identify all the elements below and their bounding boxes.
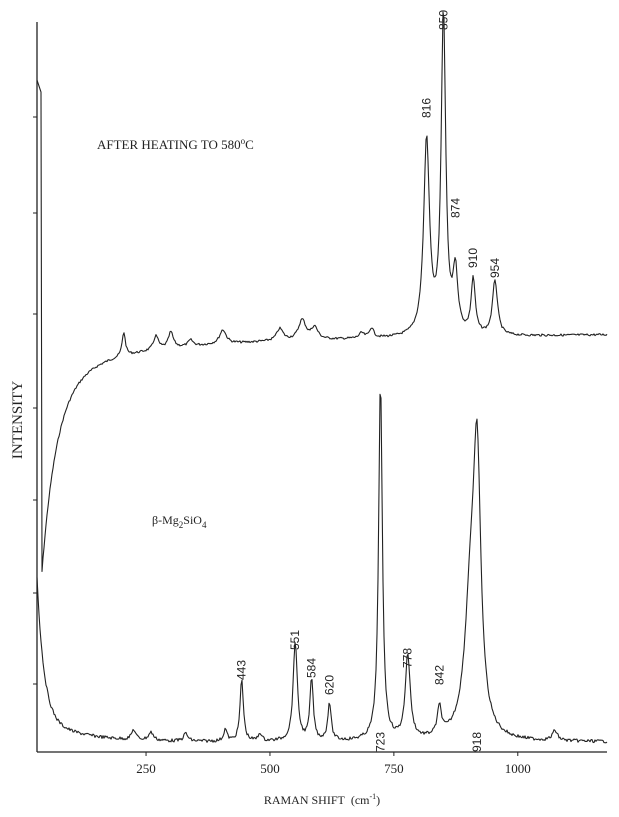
x-axis-label: RAMAN SHIFT (cm-1) [264,792,380,807]
peak-label-874: 874 [448,198,462,218]
peak-label-778: 778 [401,648,415,668]
x-axis-ticks: 250 500 750 1000 [136,752,531,776]
series-label-after-heating: AFTER HEATING TO 580oC [97,136,254,152]
peak-label-954: 954 [488,258,502,278]
spectrum-line-after-heating [36,11,608,573]
peak-label-584: 584 [305,658,319,678]
peak-label-723: 723 [374,732,388,752]
spectrum-line-beta-mg2sio4 [36,393,608,744]
series-label-beta-mg2sio4: β-Mg2SiO4 [152,513,207,530]
x-tick-label-250: 250 [136,761,156,776]
y-axis-ticks [33,116,37,685]
peak-label-918: 918 [470,732,484,752]
peak-label-850: 850 [436,10,450,30]
peak-label-842: 842 [433,665,447,685]
peak-label-816: 816 [420,98,434,118]
x-tick-label-1000: 1000 [505,761,531,776]
y-axis-label: INTENSITY [10,381,26,459]
peak-label-620: 620 [322,675,336,695]
x-tick-label-500: 500 [260,761,280,776]
x-tick-label-750: 750 [384,761,404,776]
peak-label-551: 551 [288,630,302,650]
peak-label-910: 910 [466,248,480,268]
peak-label-443: 443 [235,660,249,680]
